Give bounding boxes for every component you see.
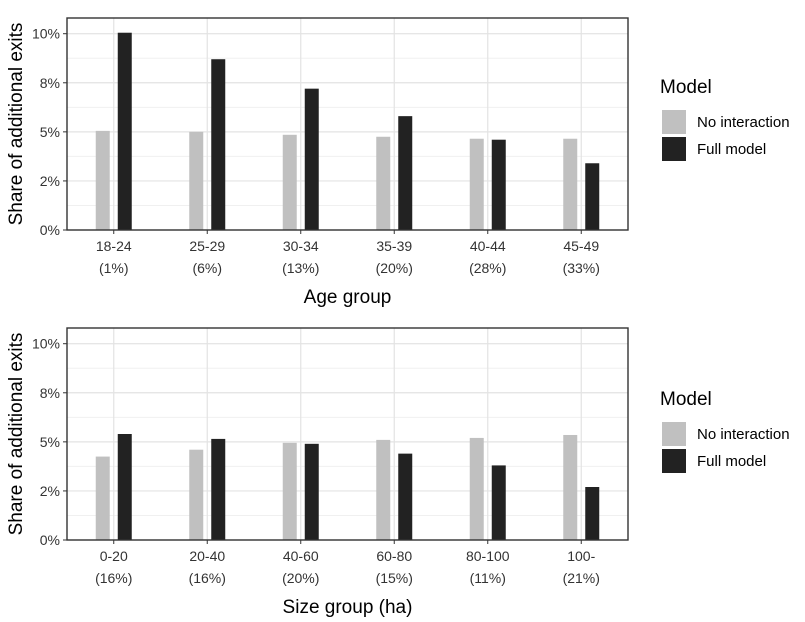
y-axis-title: Share of additional exits [6, 333, 27, 536]
x-tick-sublabel: (15%) [376, 570, 413, 586]
bar-no-interaction [563, 138, 578, 230]
x-tick-label: 45-49 [563, 238, 599, 254]
legend: Model No interaction Full model [660, 389, 790, 473]
x-tick-label: 60-80 [376, 548, 412, 564]
bar-no-interaction [189, 131, 204, 230]
plot-border [66, 17, 629, 231]
bar-no-interaction [282, 134, 297, 230]
x-tick-sublabel: (11%) [470, 570, 506, 586]
x-tick-sublabel: (6%) [192, 260, 222, 276]
bar-no-interaction [469, 138, 484, 230]
y-tick-label: 5% [40, 434, 60, 450]
bar-full-model [398, 116, 413, 230]
bar-full-model [211, 438, 226, 540]
plot-background [67, 18, 628, 230]
chart-panel-1: 0% 2% 5% 8% 10% 18-24 (1%) 25-29 (6%) 30-34 (13%) 3… [6, 17, 790, 308]
bar-no-interaction [563, 434, 578, 540]
legend: Model No interaction Full model [660, 77, 790, 161]
bar-full-model [585, 487, 600, 540]
bar-no-interaction [376, 439, 391, 540]
legend-label: Full model [697, 141, 766, 158]
x-tick-label: 30-34 [283, 238, 319, 254]
legend-title: Model [660, 389, 712, 410]
x-tick-label: 40-44 [470, 238, 506, 254]
x-tick-sublabel: (16%) [95, 570, 132, 586]
bar-full-model [304, 443, 319, 540]
bar-no-interaction [189, 449, 204, 540]
bar-full-model [117, 32, 132, 230]
y-tick-label: 5% [40, 124, 60, 140]
x-tick-label: 18-24 [96, 238, 132, 254]
y-tick-label: 8% [40, 75, 60, 91]
x-tick-label: 100- [567, 548, 595, 564]
bar-full-model [491, 465, 506, 540]
y-tick-label: 8% [40, 385, 60, 401]
bar-no-interaction [95, 130, 110, 230]
x-tick-label: 80-100 [466, 548, 510, 564]
x-axis-title: Age group [304, 287, 392, 308]
legend-label: No interaction [697, 114, 790, 131]
bar-full-model [398, 453, 413, 540]
bar-full-model [117, 434, 132, 540]
legend-label: No interaction [697, 426, 790, 443]
x-tick-label: 35-39 [376, 238, 412, 254]
y-tick-label: 10% [32, 26, 60, 42]
x-tick-sublabel: (33%) [563, 260, 600, 276]
y-tick-label: 10% [32, 336, 60, 352]
x-tick-sublabel: (21%) [563, 570, 600, 586]
legend-label: Full model [697, 453, 766, 470]
y-tick-label: 0% [40, 222, 60, 238]
bar-full-model [304, 88, 319, 231]
plot-border [66, 327, 629, 541]
x-tick-label: 20-40 [189, 548, 225, 564]
y-tick-label: 2% [40, 483, 60, 499]
legend-key-no-interaction [662, 422, 686, 446]
bar-full-model [491, 139, 506, 230]
bar-full-model [585, 163, 600, 230]
x-tick-sublabel: (20%) [282, 570, 319, 586]
bar-no-interaction [282, 442, 297, 540]
legend-key-no-interaction [662, 110, 686, 134]
x-tick-sublabel: (13%) [282, 260, 319, 276]
plot-background [67, 328, 628, 540]
x-tick-label: 25-29 [189, 238, 225, 254]
x-tick-label: 40-60 [283, 548, 319, 564]
x-tick-sublabel: (1%) [99, 260, 129, 276]
x-axis-title: Size group (ha) [283, 597, 413, 617]
x-tick-sublabel: (20%) [376, 260, 413, 276]
bar-no-interaction [469, 437, 484, 540]
bar-full-model [211, 59, 226, 230]
bar-no-interaction [376, 136, 391, 230]
bar-no-interaction [95, 456, 110, 540]
legend-key-full-model [662, 449, 686, 473]
y-axis-title: Share of additional exits [6, 23, 27, 226]
x-tick-label: 0-20 [100, 548, 128, 564]
x-tick-sublabel: (16%) [189, 570, 226, 586]
chart-panel-2: 0% 2% 5% 8% 10% 0-20 (16%) 20-40 (16%) 40-60 (20%)… [6, 327, 790, 618]
y-tick-label: 2% [40, 173, 60, 189]
legend-title: Model [660, 77, 712, 98]
x-tick-sublabel: (28%) [469, 260, 506, 276]
y-tick-label: 0% [40, 532, 60, 548]
legend-key-full-model [662, 137, 686, 161]
